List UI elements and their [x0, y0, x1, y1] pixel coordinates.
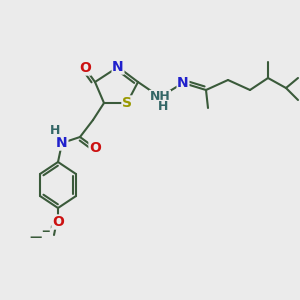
Text: —: — — [30, 230, 42, 244]
Text: —: — — [38, 226, 50, 238]
Text: N: N — [56, 136, 68, 150]
Text: H: H — [158, 100, 168, 113]
Text: H: H — [50, 124, 60, 136]
Text: NH: NH — [150, 91, 170, 103]
Text: S: S — [122, 96, 132, 110]
Text: N: N — [112, 60, 124, 74]
Text: O: O — [89, 141, 101, 155]
Text: O: O — [79, 61, 91, 75]
Text: O: O — [52, 215, 64, 229]
Text: N: N — [177, 76, 189, 90]
